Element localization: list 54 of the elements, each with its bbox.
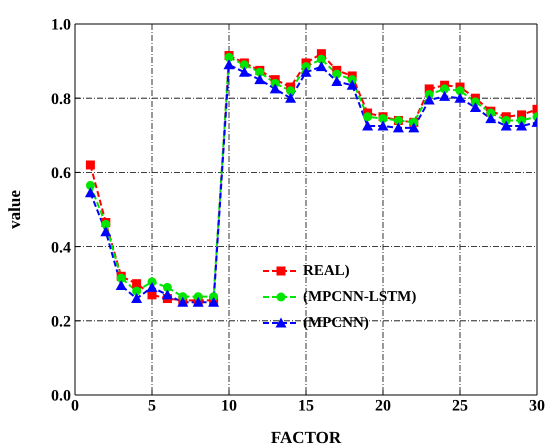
- x-tick-label: 30: [529, 397, 545, 414]
- point: [146, 282, 158, 292]
- point: [132, 279, 142, 288]
- point: [86, 160, 95, 170]
- point: [270, 83, 281, 94]
- x-tick-label: 5: [148, 397, 156, 414]
- point: [516, 120, 528, 131]
- point: [408, 122, 420, 132]
- point: [470, 102, 481, 112]
- x-tick-label: 20: [375, 397, 391, 414]
- y-tick-label: 0.8: [51, 90, 71, 108]
- legend-label: (MPCNN-LSTM): [303, 288, 416, 306]
- x-axis-title: FACTOR: [270, 428, 342, 447]
- point: [362, 120, 374, 131]
- point: [162, 282, 172, 292]
- y-tick-label: 0.0: [51, 388, 71, 405]
- point: [86, 180, 95, 190]
- point: [454, 92, 466, 103]
- y-tick-label: 0.6: [51, 165, 71, 182]
- point: [300, 66, 312, 77]
- point: [84, 187, 96, 198]
- y-tick-label: 0.2: [51, 313, 71, 330]
- y-tick-label: 1.0: [51, 16, 71, 34]
- point: [286, 86, 296, 96]
- point: [116, 280, 127, 290]
- x-tick-label: 15: [298, 397, 314, 414]
- point: [238, 66, 250, 77]
- x-tick-label: 0: [71, 397, 79, 414]
- point: [440, 84, 450, 94]
- legend-label: REAL): [303, 262, 350, 280]
- point: [100, 226, 112, 236]
- point: [378, 120, 388, 131]
- point: [456, 86, 464, 96]
- point: [363, 112, 372, 122]
- point: [424, 94, 435, 105]
- x-tick-label: 10: [221, 397, 237, 414]
- point: [316, 54, 326, 64]
- point: [131, 293, 142, 304]
- point: [285, 92, 296, 103]
- point: [254, 74, 266, 84]
- point: [500, 120, 512, 131]
- y-tick-label: 0.4: [51, 239, 71, 256]
- point: [346, 80, 358, 90]
- point: [132, 286, 142, 296]
- point: [224, 59, 234, 70]
- point: [439, 90, 450, 101]
- x-tick-label: 25: [452, 397, 468, 414]
- point: [485, 113, 496, 124]
- point: [392, 122, 404, 132]
- point: [332, 70, 342, 79]
- point: [162, 289, 173, 300]
- y-axis-title: value: [5, 190, 24, 229]
- point: [316, 61, 327, 72]
- point: [331, 76, 342, 86]
